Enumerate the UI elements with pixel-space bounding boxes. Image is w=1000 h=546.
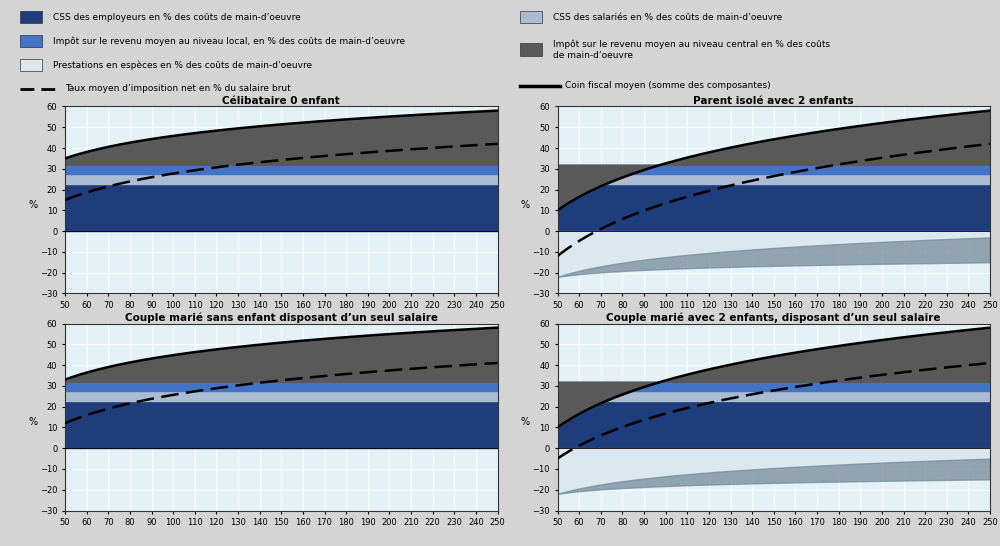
Bar bbox=[20, 35, 42, 48]
Text: Taux moyen d’imposition net en % du salaire brut: Taux moyen d’imposition net en % du sala… bbox=[65, 85, 291, 93]
Y-axis label: %: % bbox=[28, 417, 37, 427]
Text: Impôt sur le revenu moyen au niveau local, en % des coûts de main-d’oeuvre: Impôt sur le revenu moyen au niveau loca… bbox=[53, 37, 405, 46]
Title: Parent isolé avec 2 enfants: Parent isolé avec 2 enfants bbox=[693, 96, 854, 106]
Title: Couple marié sans enfant disposant d’un seul salaire: Couple marié sans enfant disposant d’un … bbox=[125, 312, 438, 323]
Y-axis label: %: % bbox=[521, 417, 530, 427]
Text: CSS des employeurs en % des coûts de main-d’oeuvre: CSS des employeurs en % des coûts de mai… bbox=[53, 13, 301, 22]
Bar bbox=[520, 11, 542, 23]
Title: Célibataire 0 enfant: Célibataire 0 enfant bbox=[222, 96, 340, 106]
Y-axis label: %: % bbox=[521, 200, 530, 210]
Y-axis label: %: % bbox=[28, 200, 37, 210]
Text: Impôt sur le revenu moyen au niveau central en % des coûts
de main-d’oeuvre: Impôt sur le revenu moyen au niveau cent… bbox=[553, 40, 830, 60]
Title: Couple marié avec 2 enfants, disposant d’un seul salaire: Couple marié avec 2 enfants, disposant d… bbox=[606, 312, 941, 323]
Bar bbox=[20, 11, 42, 23]
Text: Prestations en espèces en % des coûts de main-d’oeuvre: Prestations en espèces en % des coûts de… bbox=[53, 60, 312, 70]
Text: Coin fiscal moyen (somme des composantes): Coin fiscal moyen (somme des composantes… bbox=[565, 81, 771, 91]
Bar bbox=[20, 59, 42, 71]
Bar bbox=[520, 44, 542, 56]
Text: CSS des salariés en % des coûts de main-d’oeuvre: CSS des salariés en % des coûts de main-… bbox=[553, 13, 782, 22]
